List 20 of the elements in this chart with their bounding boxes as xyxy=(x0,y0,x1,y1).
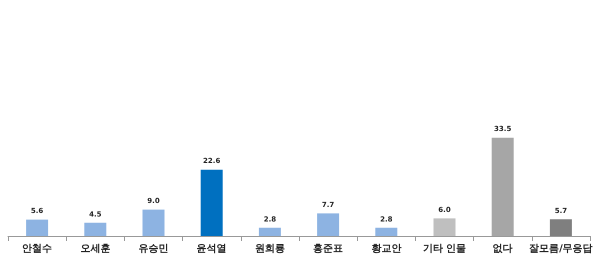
x-tick-label: 잘모름/무응답 xyxy=(529,244,593,254)
x-tick-label: 기타 인물 xyxy=(422,244,466,254)
bar xyxy=(434,218,456,236)
bar xyxy=(375,228,398,236)
bar xyxy=(26,220,48,236)
bar xyxy=(258,228,281,236)
x-tick-label: 안철수 xyxy=(22,244,52,254)
bar xyxy=(492,138,514,236)
bar xyxy=(317,213,340,236)
x-tick-label: 없다 xyxy=(492,244,513,254)
bar xyxy=(550,219,572,236)
x-tick-label: 오세훈 xyxy=(80,244,110,254)
x-tick-label: 유승민 xyxy=(138,244,168,254)
bar xyxy=(84,222,106,236)
x-tick-label: 원희룡 xyxy=(254,244,285,254)
bar xyxy=(200,170,223,236)
x-tick-label: 윤석열 xyxy=(196,244,227,254)
bar xyxy=(142,210,164,236)
x-tick-label: 홍준표 xyxy=(313,244,344,254)
x-tick-label: 황교안 xyxy=(371,244,402,254)
